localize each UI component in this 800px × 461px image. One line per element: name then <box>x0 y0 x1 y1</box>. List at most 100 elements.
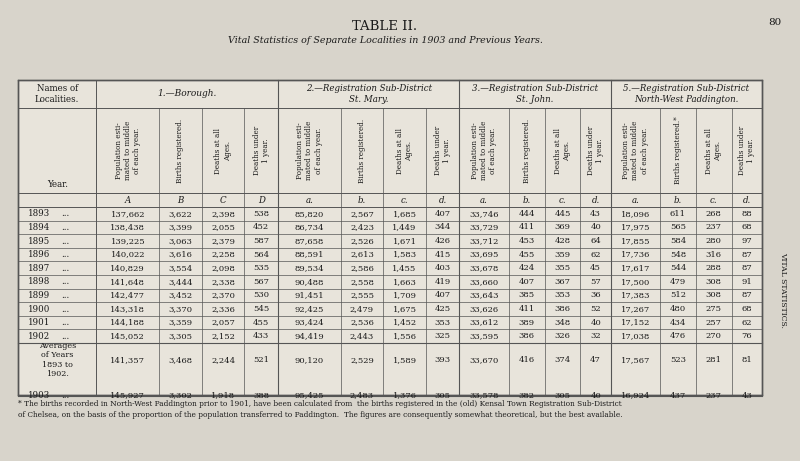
Text: ...: ... <box>61 223 70 232</box>
Text: 374: 374 <box>554 356 570 364</box>
Text: 428: 428 <box>554 237 570 245</box>
Text: 388: 388 <box>253 391 270 400</box>
Text: 62: 62 <box>590 251 601 259</box>
Text: 3,444: 3,444 <box>168 278 193 286</box>
Text: 2,613: 2,613 <box>350 251 374 259</box>
Text: Births registered.*: Births registered.* <box>674 117 682 184</box>
Text: 512: 512 <box>670 291 686 299</box>
Text: 17,152: 17,152 <box>621 319 650 326</box>
Text: Deaths at all
Ages.: Deaths at all Ages. <box>396 128 413 173</box>
Text: 359: 359 <box>554 251 570 259</box>
Text: 344: 344 <box>434 224 451 231</box>
Text: 476: 476 <box>670 332 686 340</box>
Text: 1893: 1893 <box>27 209 50 219</box>
Text: 1898: 1898 <box>27 278 50 286</box>
Text: D: D <box>258 195 265 205</box>
Text: Births registered.: Births registered. <box>358 118 366 183</box>
Text: 137,662: 137,662 <box>110 210 145 218</box>
Text: 141,648: 141,648 <box>110 278 146 286</box>
Text: 33,695: 33,695 <box>470 251 499 259</box>
Text: 1,452: 1,452 <box>393 319 417 326</box>
Text: 32: 32 <box>590 332 601 340</box>
Text: 316: 316 <box>706 251 722 259</box>
Text: 1896: 1896 <box>27 250 50 259</box>
Text: 2,057: 2,057 <box>211 319 235 326</box>
Text: 3,305: 3,305 <box>169 332 193 340</box>
Text: B: B <box>178 195 184 205</box>
Text: TABLE II.: TABLE II. <box>353 20 418 33</box>
Text: 407: 407 <box>518 278 534 286</box>
Text: a.: a. <box>306 195 314 205</box>
Text: 237: 237 <box>706 391 722 400</box>
Text: 36: 36 <box>590 291 601 299</box>
Text: 382: 382 <box>518 391 534 400</box>
Text: 1,376: 1,376 <box>393 391 417 400</box>
Text: 95,425: 95,425 <box>294 391 324 400</box>
Text: c.: c. <box>401 195 408 205</box>
Text: c.: c. <box>558 195 566 205</box>
Text: b.: b. <box>522 195 531 205</box>
Text: Deaths under
1 year.: Deaths under 1 year. <box>738 126 755 175</box>
Text: 385: 385 <box>518 291 534 299</box>
Text: 386: 386 <box>554 305 570 313</box>
Text: 355: 355 <box>554 264 570 272</box>
Text: 33,746: 33,746 <box>470 210 499 218</box>
Text: 444: 444 <box>518 210 535 218</box>
Text: 33,678: 33,678 <box>470 264 499 272</box>
Text: ...: ... <box>61 391 70 400</box>
Text: 1,675: 1,675 <box>393 305 417 313</box>
Text: ...: ... <box>61 305 70 313</box>
Text: 140,829: 140,829 <box>110 264 145 272</box>
Text: Names of
Localities.: Names of Localities. <box>35 84 79 104</box>
Text: 389: 389 <box>518 319 534 326</box>
Text: 3,302: 3,302 <box>169 391 193 400</box>
Text: 47: 47 <box>590 356 601 364</box>
Text: 326: 326 <box>554 332 570 340</box>
Text: 17,975: 17,975 <box>621 224 650 231</box>
Text: 530: 530 <box>253 291 269 299</box>
Text: 280: 280 <box>706 237 722 245</box>
Text: 3,359: 3,359 <box>169 319 193 326</box>
Text: 433: 433 <box>253 332 270 340</box>
Text: 348: 348 <box>554 319 570 326</box>
Text: 1,685: 1,685 <box>393 210 417 218</box>
Text: 281: 281 <box>706 356 722 364</box>
Text: 407: 407 <box>434 210 450 218</box>
Text: ...: ... <box>61 209 70 219</box>
Text: 62: 62 <box>742 319 752 326</box>
Text: 33,643: 33,643 <box>470 291 499 299</box>
Text: Averages
of Years
1893 to
1902.: Averages of Years 1893 to 1902. <box>38 342 76 378</box>
Text: 2,558: 2,558 <box>350 278 374 286</box>
Text: of Chelsea, on the basis of the proportion of the population transferred to Padd: of Chelsea, on the basis of the proporti… <box>18 411 622 419</box>
Text: c.: c. <box>710 195 718 205</box>
Text: 1895: 1895 <box>27 236 50 246</box>
Text: 45: 45 <box>590 264 601 272</box>
Text: 2,555: 2,555 <box>350 291 374 299</box>
Text: 2,536: 2,536 <box>350 319 374 326</box>
Text: 17,038: 17,038 <box>621 332 650 340</box>
Text: a.: a. <box>631 195 639 205</box>
Text: Population esti-
mated to middle
of each year.: Population esti- mated to middle of each… <box>471 121 498 180</box>
Text: 40: 40 <box>590 319 601 326</box>
Text: 144,188: 144,188 <box>110 319 146 326</box>
Text: 40: 40 <box>590 224 601 231</box>
Text: 237: 237 <box>706 224 722 231</box>
Text: 57: 57 <box>590 278 601 286</box>
Text: 91,451: 91,451 <box>294 291 324 299</box>
Text: 407: 407 <box>434 291 450 299</box>
Text: 565: 565 <box>670 224 686 231</box>
Text: 426: 426 <box>434 237 450 245</box>
Text: Vital Statistics of Separate Localities in 1903 and Previous Years.: Vital Statistics of Separate Localities … <box>227 36 542 45</box>
Text: 1900: 1900 <box>27 305 50 313</box>
Text: 1899: 1899 <box>27 291 50 300</box>
Text: 2,098: 2,098 <box>211 264 235 272</box>
Text: 308: 308 <box>706 278 722 286</box>
Text: 611: 611 <box>670 210 686 218</box>
Text: 17,383: 17,383 <box>621 291 650 299</box>
Text: 434: 434 <box>670 319 686 326</box>
Text: 1,556: 1,556 <box>393 332 417 340</box>
Text: 453: 453 <box>518 237 535 245</box>
Text: 521: 521 <box>253 356 269 364</box>
Text: 424: 424 <box>518 264 535 272</box>
Text: 1,709: 1,709 <box>393 291 417 299</box>
